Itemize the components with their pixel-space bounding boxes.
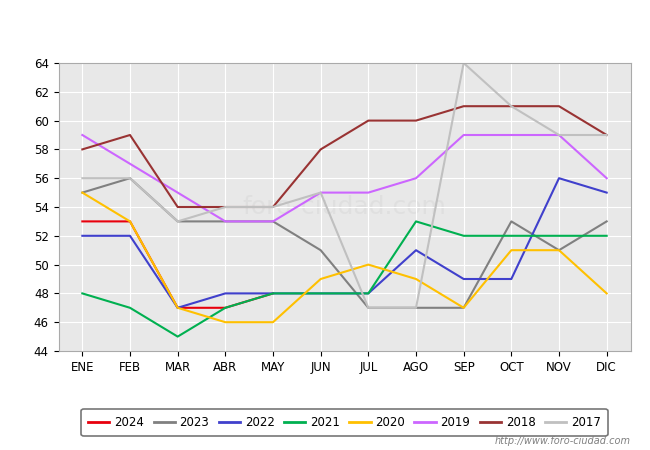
Text: Afiliados en Galisancho a 31/5/2024: Afiliados en Galisancho a 31/5/2024 — [176, 20, 474, 38]
Text: http://www.foro-ciudad.com: http://www.foro-ciudad.com — [495, 436, 630, 446]
Legend: 2024, 2023, 2022, 2021, 2020, 2019, 2018, 2017: 2024, 2023, 2022, 2021, 2020, 2019, 2018… — [81, 409, 608, 436]
Text: foro-ciudad.com: foro-ciudad.com — [242, 195, 447, 219]
